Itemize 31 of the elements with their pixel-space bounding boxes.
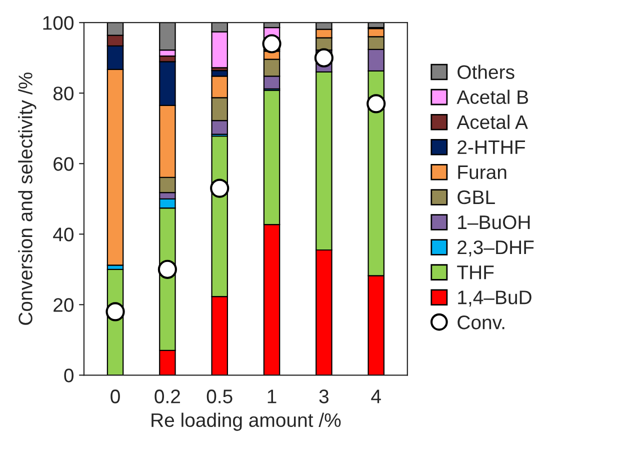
x-tick-label: 4	[371, 390, 381, 404]
legend-label: 2,3–DHF	[458, 240, 534, 257]
legend-label: 2-HTHF	[458, 140, 526, 154]
point	[158, 260, 177, 279]
y-tick-label: 80	[53, 86, 74, 100]
point	[262, 34, 282, 54]
legend-label: Conv.	[458, 316, 504, 330]
legend-label: 1,4–BuD	[458, 290, 532, 307]
legend-label: Others	[458, 64, 514, 79]
x-tick-label: 1	[268, 390, 276, 404]
legend-label: THF	[457, 266, 494, 280]
y-tick-label: 100	[43, 16, 74, 30]
point	[366, 94, 386, 114]
legend-label: Furan	[458, 166, 506, 180]
legend-label: Acetal B	[456, 90, 528, 104]
legend-label: 1–BuOH	[458, 215, 530, 230]
y-tick-label: 20	[54, 298, 74, 312]
point	[210, 178, 230, 198]
x-tick-label: 0.2	[154, 390, 180, 404]
x-axis-title: Re loading amount /%	[152, 412, 341, 431]
y-axis-title: Conversion and selectivity /%	[18, 72, 36, 325]
legend-label: Acetal A	[456, 114, 528, 130]
point	[106, 302, 125, 322]
x-tick-label: 0.5	[206, 390, 232, 404]
x-tick-label: 3	[319, 390, 328, 404]
x-tick-label: 0	[110, 390, 120, 404]
y-tick-label: 40	[53, 228, 74, 242]
legend-label: GBL	[458, 190, 495, 204]
y-tick-label: 60	[54, 157, 74, 171]
point	[314, 48, 334, 68]
y-tick-label: 0	[64, 368, 74, 382]
